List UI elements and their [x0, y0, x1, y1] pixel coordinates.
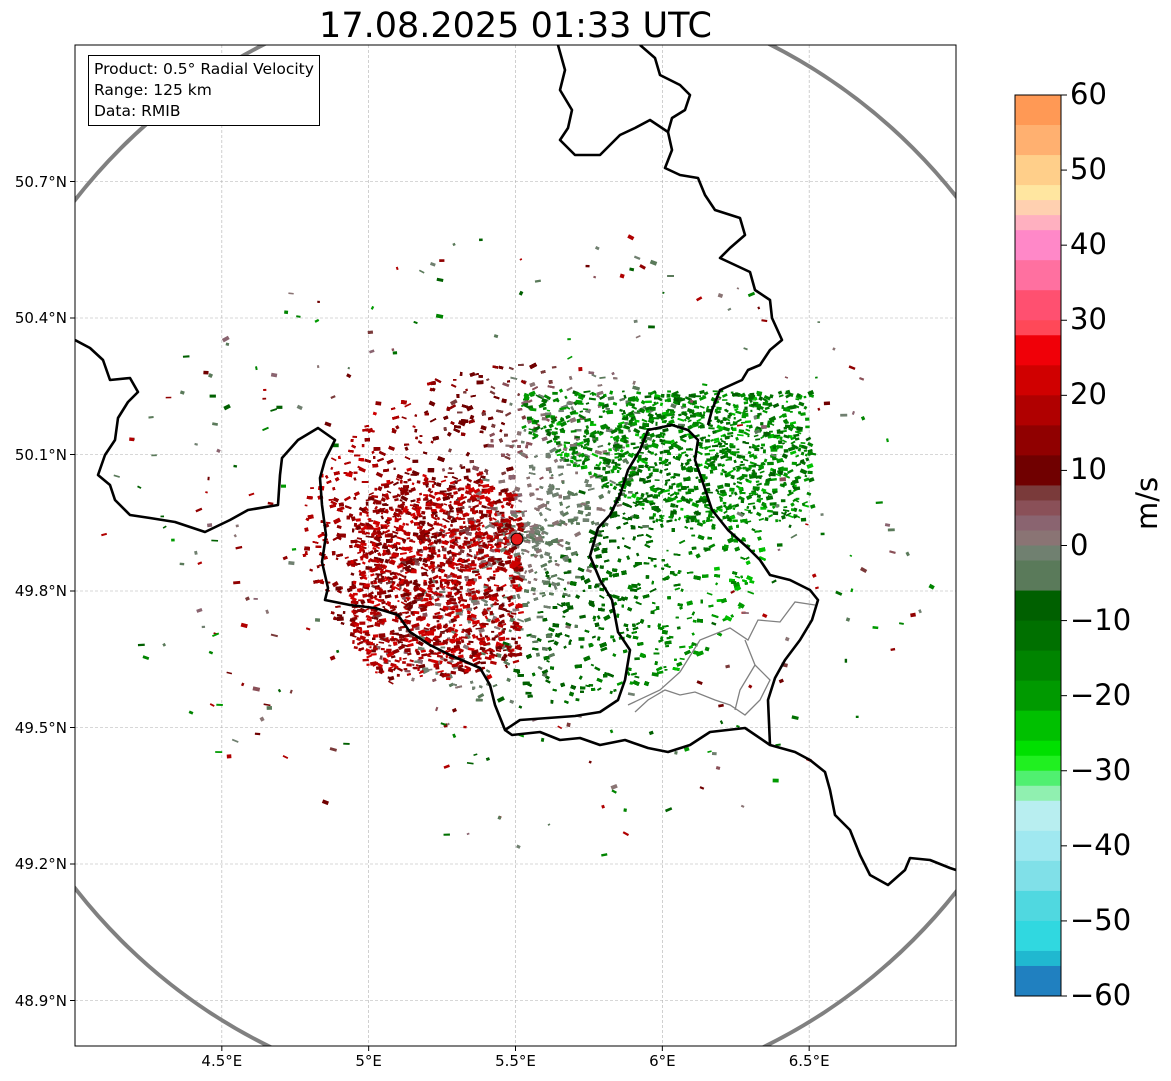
colorbar-band [1015, 830, 1061, 862]
colorbar-band [1015, 125, 1061, 156]
colorbar-band [1015, 95, 1061, 126]
admin-borders [627, 601, 816, 716]
colorbar-band [1015, 530, 1061, 546]
colorbar-tick-label: 20 [1070, 377, 1107, 412]
colorbar-tick-label: 10 [1070, 452, 1107, 487]
lat-tick-label: 50.4°N [14, 309, 67, 327]
lon-tick-label: 5°E [355, 1052, 382, 1070]
colorbar-band [1015, 215, 1061, 231]
colorbar-band [1015, 290, 1061, 321]
colorbar-band [1015, 920, 1061, 952]
lat-tick-label: 48.9°N [14, 991, 67, 1010]
colorbar-band [1015, 545, 1061, 562]
colorbar-tick-label: −10 [1070, 602, 1132, 637]
colorbar-band [1015, 395, 1061, 426]
map-plot-area [75, 45, 956, 1046]
country-borders [75, 45, 956, 887]
colorbar-band [1015, 755, 1061, 772]
colorbar-band [1015, 425, 1061, 456]
colorbar-band [1015, 890, 1061, 922]
map-title: 17.08.2025 01:33 UTC [319, 6, 712, 46]
colorbar-band [1015, 740, 1061, 757]
admin-border-luxembourg-cantons [627, 601, 816, 716]
border-germany-north [639, 45, 692, 133]
colorbar-tick-label: −50 [1070, 902, 1132, 937]
border-luxembourg-south [504, 726, 956, 887]
colorbar-band [1015, 230, 1061, 261]
colorbar-band [1015, 800, 1061, 832]
border-belgium-france-north [75, 338, 820, 746]
range-label: Range: 125 km [94, 81, 212, 99]
colorbar-band [1015, 785, 1061, 802]
colorbar-band [1015, 560, 1061, 592]
lon-tick-label: 5.5°E [495, 1052, 536, 1070]
product-label: Product: 0.5° Radial Velocity [94, 60, 314, 78]
colorbar-band [1015, 950, 1061, 967]
radar-echoes [101, 234, 935, 857]
colorbar-band [1015, 590, 1061, 622]
colorbar-band [1015, 515, 1061, 531]
colorbar-band [1015, 770, 1061, 787]
colorbar-band [1015, 680, 1061, 712]
colorbar-band [1015, 710, 1061, 742]
colorbar-tick-label: −20 [1070, 677, 1132, 712]
colorbar-band [1015, 455, 1061, 486]
colorbar-tick-label: 50 [1070, 152, 1107, 187]
colorbar-band [1015, 650, 1061, 682]
colorbar-tick-label: 40 [1070, 227, 1107, 262]
colorbar-tick-label: −60 [1070, 978, 1132, 1012]
lat-tick-label: 49.5°N [14, 718, 67, 737]
colorbar-band [1015, 485, 1061, 501]
colorbar-tick-label: 30 [1070, 302, 1107, 337]
colorbar-tick-label: 60 [1070, 77, 1107, 111]
colorbar-tick-label: −30 [1070, 752, 1132, 787]
colorbar-tick-label: 0 [1070, 527, 1089, 562]
lat-tick-label: 49.2°N [14, 855, 67, 873]
colorbar-band [1015, 620, 1061, 652]
colorbar-band [1015, 500, 1061, 516]
gridlines [75, 45, 956, 1046]
colorbar-unit-label: m/s [1130, 476, 1164, 530]
colorbar-band [1015, 185, 1061, 201]
colorbar-band [1015, 860, 1061, 892]
lon-tick-label: 6°E [649, 1052, 676, 1070]
colorbar-band [1015, 260, 1061, 291]
product-info-box: Product: 0.5° Radial Velocity Range: 125… [88, 55, 320, 126]
lat-tick-label: 49.8°N [14, 582, 67, 600]
lat-tick-label: 50.1°N [14, 445, 67, 464]
colorbar-band [1015, 320, 1061, 336]
lon-tick-label: 6.5°E [788, 1052, 830, 1070]
colorbar-band [1015, 155, 1061, 186]
colorbar-band [1015, 365, 1061, 396]
colorbar [1014, 94, 1067, 997]
colorbar-tick-label: −40 [1070, 827, 1132, 862]
lat-tick-label: 50.7°N [14, 172, 67, 191]
colorbar-band [1015, 200, 1061, 216]
axis-ticks [70, 181, 810, 1051]
data-source-label: Data: RMIB [94, 102, 181, 120]
colorbar-band [1015, 965, 1061, 997]
border-germany-east [556, 45, 784, 426]
lon-tick-label: 4.5°E [201, 1052, 243, 1070]
radar-site-marker [510, 532, 524, 546]
colorbar-band [1015, 335, 1061, 366]
